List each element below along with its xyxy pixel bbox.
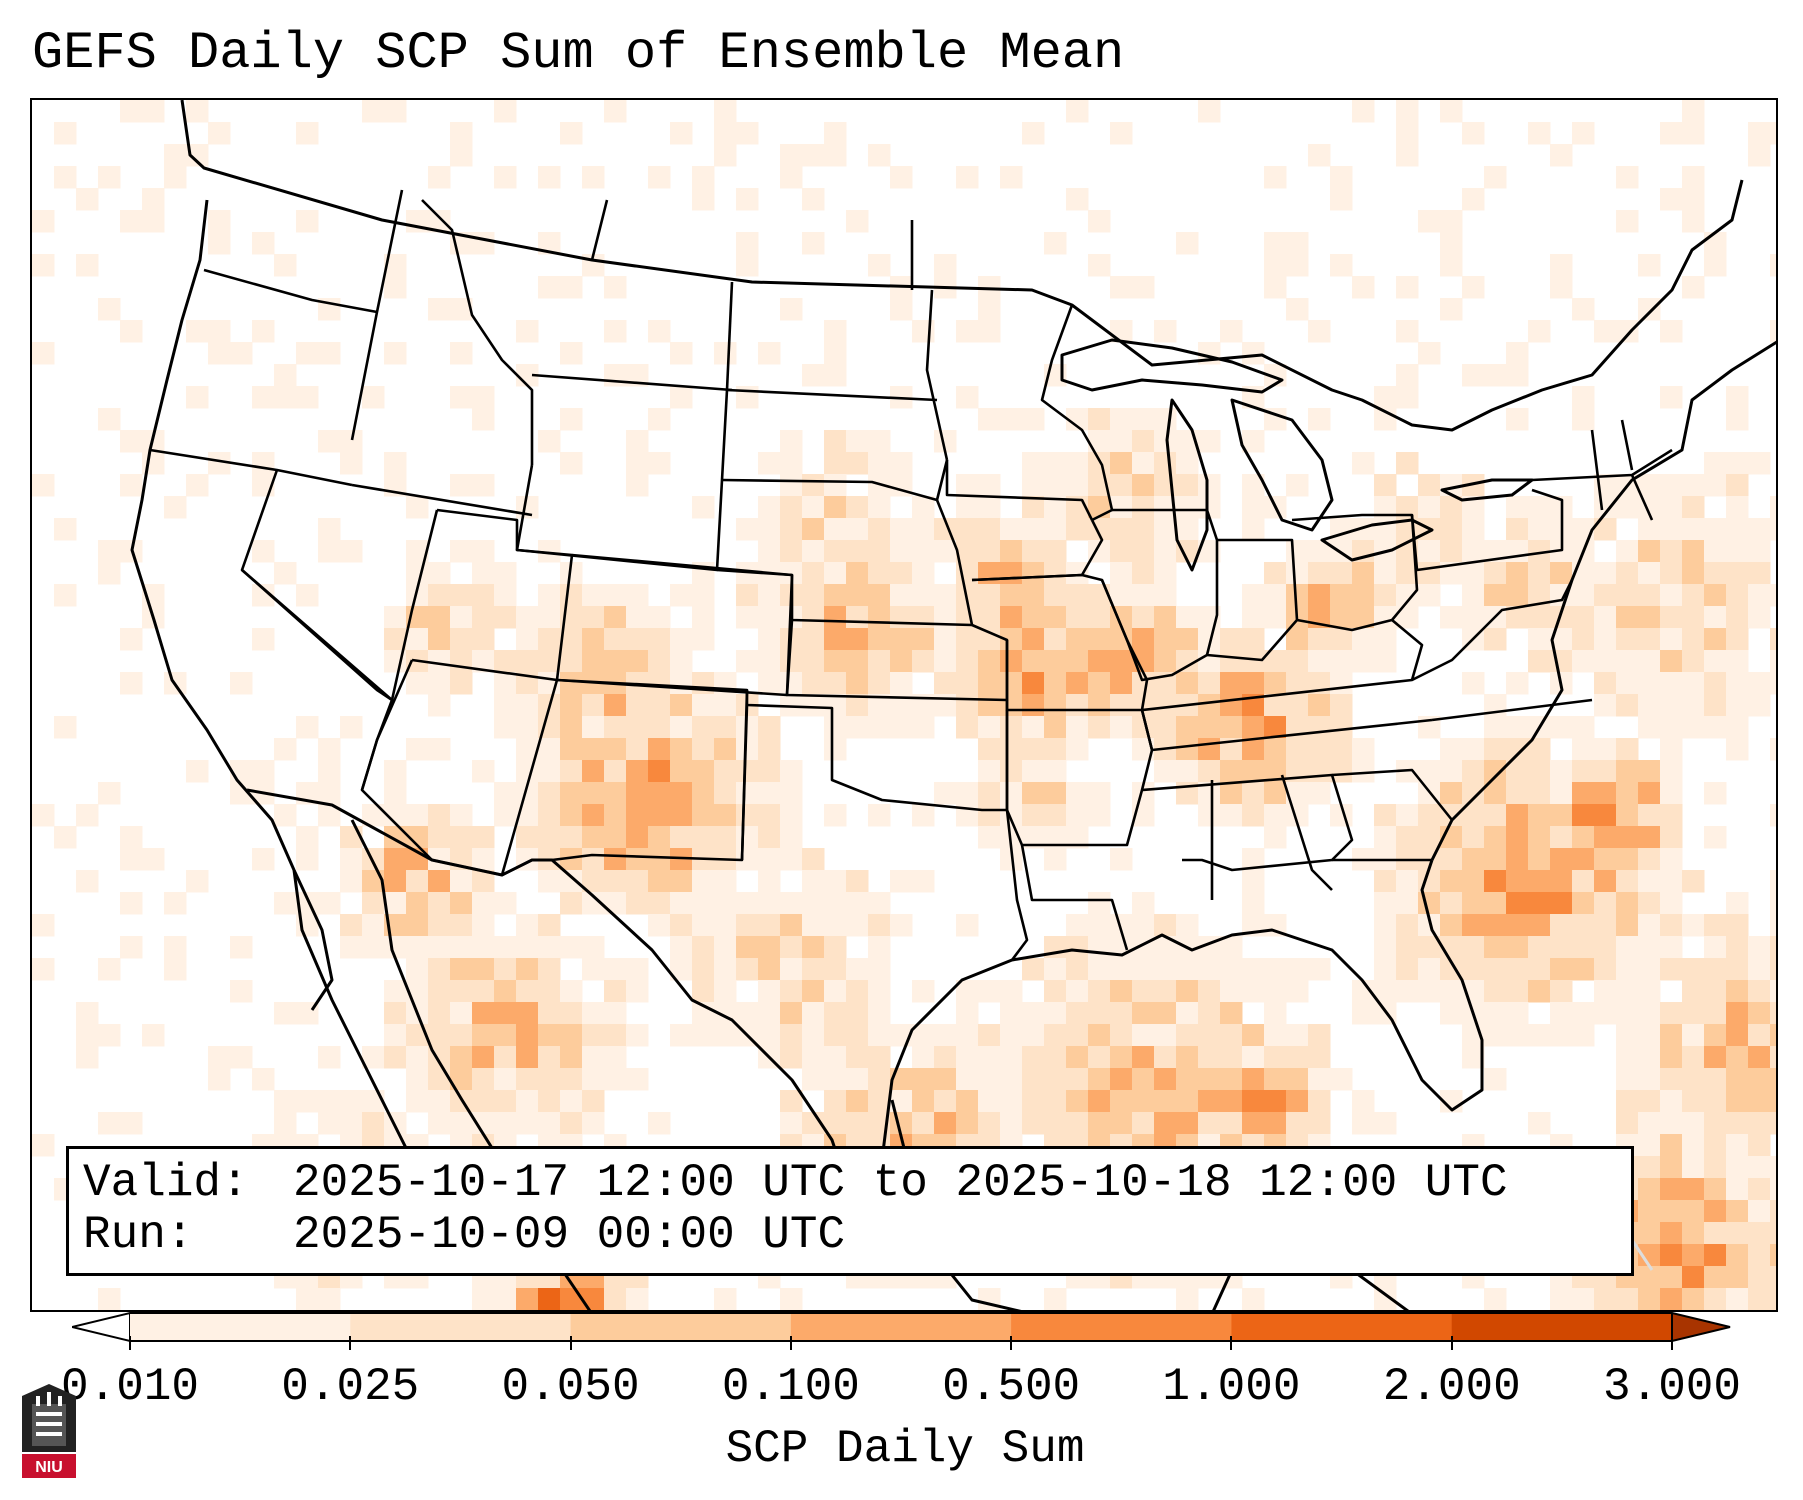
colorbar-segment (1011, 1313, 1232, 1341)
run-label: Run: (83, 1209, 194, 1261)
valid-label: Valid: (83, 1157, 249, 1209)
colorbar-over-arrow (1671, 1312, 1731, 1342)
colorbar-tick (789, 1336, 792, 1350)
colorbar-label: SCP Daily Sum (725, 1423, 1085, 1475)
map-title: GEFS Daily SCP Sum of Ensemble Mean (32, 24, 1125, 83)
colorbar-segment (130, 1313, 351, 1341)
colorbar-tick (1010, 1336, 1013, 1350)
colorbar-tick-label: 2.000 (1382, 1361, 1521, 1413)
colorbar-tick (1671, 1336, 1673, 1350)
run-value: 2025-10-09 00:00 UTC (293, 1209, 846, 1261)
us-canada-border (180, 100, 1744, 432)
colorbar-tick-label: 0.500 (942, 1361, 1081, 1413)
logo-text: NIU (35, 1459, 63, 1476)
colorbar-tick (1450, 1336, 1453, 1350)
lake-michigan (1165, 398, 1209, 572)
scp-shading-layer (32, 100, 1776, 1310)
colorbar-segment (350, 1313, 572, 1341)
state-borders (149, 189, 1673, 961)
lake-huron (1230, 398, 1334, 532)
colorbar-segment (1451, 1313, 1673, 1341)
valid-row: Valid: 2025-10-17 12:00 UTC to 2025-10-18… (83, 1157, 1617, 1209)
colorbar-segment (1231, 1313, 1453, 1341)
scp-map (32, 100, 1776, 1310)
colorbar-tick-label: 0.050 (501, 1361, 640, 1413)
colorbar-tick-label: 3.000 (1602, 1361, 1742, 1413)
colorbar (72, 1312, 1731, 1342)
run-row: Run: 2025-10-09 00:00 UTC (83, 1209, 1617, 1261)
colorbar-tick (349, 1336, 352, 1350)
colorbar-tick-label: 1.000 (1162, 1361, 1301, 1413)
colorbar-segment (570, 1313, 792, 1341)
lake-erie (1320, 518, 1434, 562)
valid-value: 2025-10-17 12:00 UTC to 2025-10-18 12:00… (293, 1157, 1508, 1209)
colorbar-tick-label: 0.010 (60, 1361, 200, 1413)
lake-ontario (1440, 478, 1534, 502)
valid-run-info-box: Valid: 2025-10-17 12:00 UTC to 2025-10-18… (66, 1146, 1634, 1276)
niu-tower-logo-icon: NIU (22, 1384, 76, 1478)
lake-superior (1060, 338, 1284, 394)
west-coast (130, 199, 334, 1011)
colorbar-tick-label: 0.100 (721, 1361, 860, 1413)
colorbar-segment (790, 1313, 1012, 1341)
gulf-coast (860, 859, 1484, 1231)
map-panel[interactable] (30, 98, 1778, 1312)
colorbar-tick-label: 0.025 (281, 1361, 420, 1413)
colorbar-tick (1230, 1336, 1233, 1350)
colorbar-under-arrow (72, 1312, 131, 1342)
colorbar-tick (569, 1336, 572, 1350)
colorbar-tick (129, 1336, 131, 1350)
